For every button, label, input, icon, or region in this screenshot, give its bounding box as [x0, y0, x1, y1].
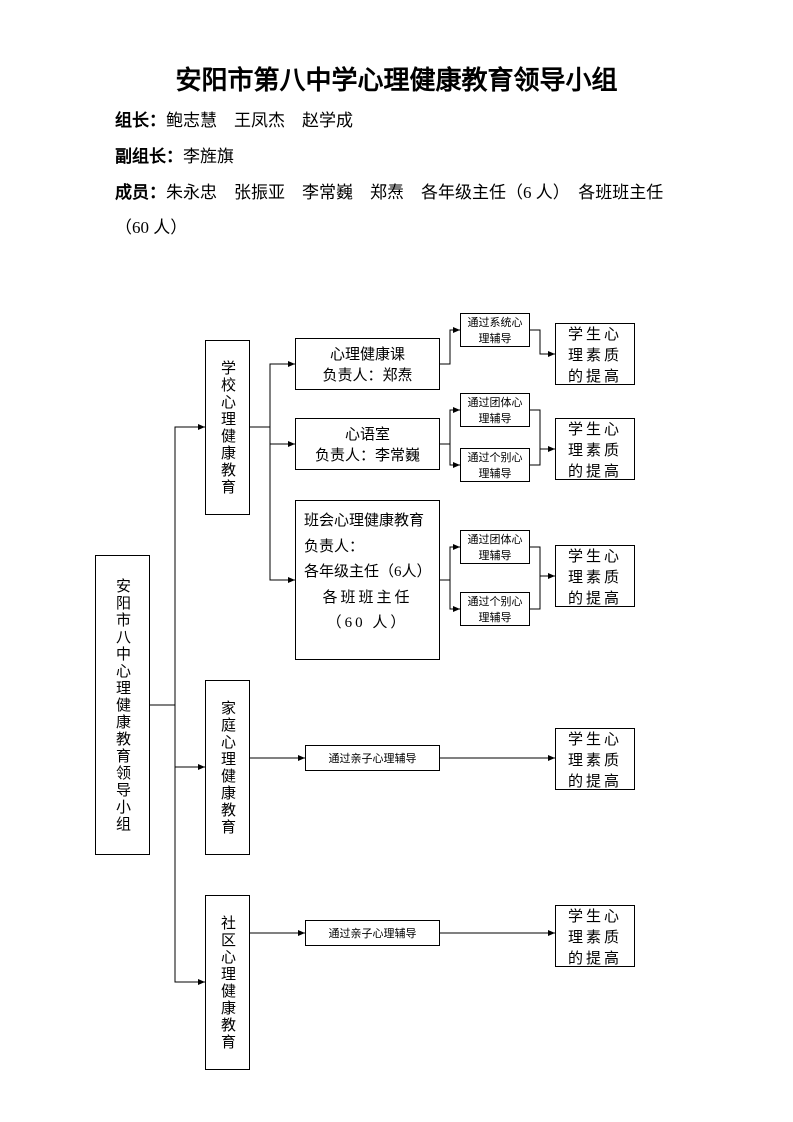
- outcome-1: 学生心理素质的提高: [555, 323, 635, 385]
- root-label: 安阳市八中心理健康教育领导小组: [112, 578, 133, 833]
- school-sub3-l4: 各班班主任（60 人）: [304, 586, 431, 637]
- school-sub2-node: 心语室 负责人：李常巍: [295, 418, 440, 470]
- branch-school-node: 学校心理健康教育: [205, 340, 250, 515]
- leader-names: 鲍志慧 王凤杰 赵学成: [166, 111, 353, 130]
- page-title: 安阳市第八中学心理健康教育领导小组: [0, 60, 793, 97]
- school-sub3-node: 班会心理健康教育 负责人： 各年级主任（6人） 各班班主任（60 人）: [295, 500, 440, 660]
- school-sub1-l2: 负责人：郑焘: [322, 364, 412, 385]
- outcome-5: 学生心理素质的提高: [555, 905, 635, 967]
- mode-parent-family: 通过亲子心理辅导: [305, 745, 440, 771]
- mode-indiv-1: 通过个别心理辅导: [460, 448, 530, 482]
- branch-family-node: 家庭心理健康教育: [205, 680, 250, 855]
- branch-school-label: 学校心理健康教育: [217, 360, 238, 496]
- branch-family-label: 家庭心理健康教育: [217, 700, 238, 836]
- member-line: 成员：朱永忠 张振亚 李常巍 郑焘 各年级主任（6 人） 各班班主任（60 人）: [115, 176, 693, 246]
- outcome-4: 学生心理素质的提高: [555, 728, 635, 790]
- mode-parent-community: 通过亲子心理辅导: [305, 920, 440, 946]
- member-label: 成员：: [115, 183, 166, 202]
- branch-community-node: 社区心理健康教育: [205, 895, 250, 1070]
- member-names: 朱永忠 张振亚 李常巍 郑焘 各年级主任（6 人） 各班班主任（60 人）: [115, 183, 663, 237]
- school-sub2-l1: 心语室: [345, 423, 390, 444]
- branch-community-label: 社区心理健康教育: [217, 915, 238, 1051]
- deputy-line: 副组长：李旌旗: [115, 140, 693, 175]
- root-node: 安阳市八中心理健康教育领导小组: [95, 555, 150, 855]
- school-sub3-l3: 各年级主任（6人）: [304, 560, 431, 586]
- school-sub3-l1: 班会心理健康教育: [304, 509, 424, 535]
- deputy-label: 副组长：: [115, 147, 183, 166]
- school-sub3-l2: 负责人：: [304, 535, 364, 561]
- mode-group-2: 通过团体心理辅导: [460, 530, 530, 564]
- outcome-2: 学生心理素质的提高: [555, 418, 635, 480]
- school-sub2-l2: 负责人：李常巍: [315, 444, 420, 465]
- outcome-3: 学生心理素质的提高: [555, 545, 635, 607]
- school-sub1-node: 心理健康课 负责人：郑焘: [295, 338, 440, 390]
- deputy-names: 李旌旗: [183, 147, 234, 166]
- mode-system-1: 通过系统心理辅导: [460, 313, 530, 347]
- mode-indiv-2: 通过个别心理辅导: [460, 592, 530, 626]
- leader-line: 组长：鲍志慧 王凤杰 赵学成: [115, 104, 693, 139]
- leader-label: 组长：: [115, 111, 166, 130]
- mode-group-1: 通过团体心理辅导: [460, 393, 530, 427]
- school-sub1-l1: 心理健康课: [330, 343, 405, 364]
